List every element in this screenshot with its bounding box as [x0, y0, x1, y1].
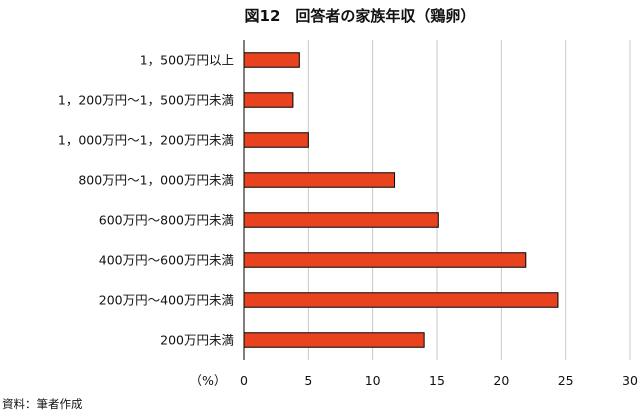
source-note: 資料：筆者作成: [2, 397, 83, 411]
category-label-7: 200万円未満: [160, 333, 234, 348]
category-labels: 1，500万円以上 1，200万円～1，500万円未満 1，000万円～1，200万…: [58, 53, 234, 348]
bar-1: [243, 92, 294, 108]
bar-0: [243, 52, 300, 68]
category-label-2: 1，000万円～1，200万円未満: [58, 133, 234, 148]
bars: [243, 52, 559, 348]
bar-4: [243, 212, 439, 228]
x-tick-label-20: 20: [493, 373, 509, 388]
category-label-6: 200万円～400万円未満: [99, 293, 234, 308]
category-label-4: 600万円～800万円未満: [99, 213, 234, 228]
x-tick-label-15: 15: [429, 373, 445, 388]
category-label-1: 1，200万円～1，500万円未満: [58, 93, 234, 108]
x-tick-label-5: 5: [304, 373, 312, 388]
chart-title: 図12 回答者の家族年収（鶏卵）: [245, 7, 476, 25]
x-tick-label-10: 10: [365, 373, 381, 388]
x-tick-label-30: 30: [622, 373, 638, 388]
x-tick-label-25: 25: [558, 373, 574, 388]
bar-3: [243, 172, 396, 188]
category-label-0: 1，500万円以上: [140, 53, 234, 68]
bar-6: [243, 292, 559, 308]
category-label-3: 800万円～1，000万円未満: [78, 173, 234, 188]
category-label-5: 400万円～600万円未満: [99, 253, 234, 268]
bar-5: [243, 252, 527, 268]
x-unit-label: （%）: [190, 373, 227, 388]
x-tick-labels: 0 5 10 15 20 25 30: [240, 373, 638, 388]
bar-2: [243, 132, 309, 148]
gridlines: [307, 40, 631, 360]
x-tick-label-0: 0: [240, 373, 248, 388]
bar-7: [243, 332, 425, 348]
